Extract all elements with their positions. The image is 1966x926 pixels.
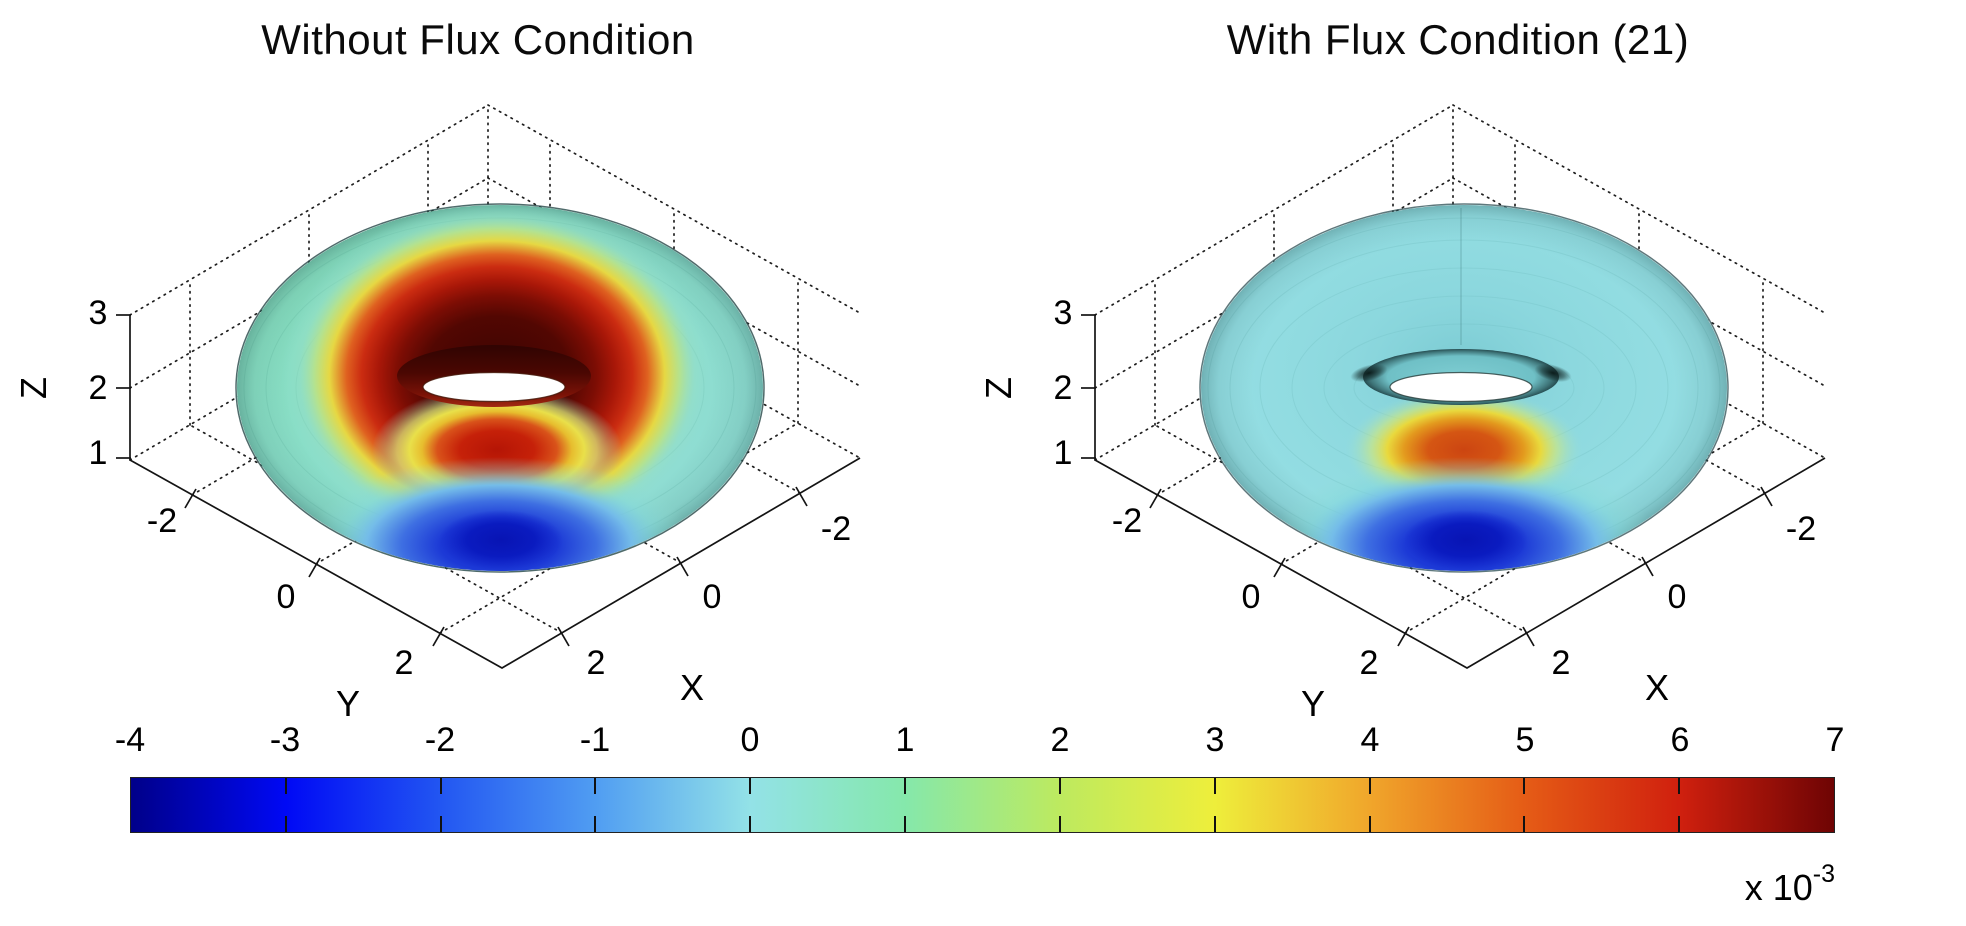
colorbar-tick-labels: -4 -3 -2 -1 0 1 2 3 4 5 6 7 (115, 718, 1845, 762)
torus-right (1201, 205, 1727, 571)
x-tick-label: 2 (1552, 644, 1571, 682)
z-tick-label: 2 (1054, 369, 1073, 407)
torus-right-hole-pinch-left (1350, 363, 1388, 383)
colorbar-label: -1 (579, 721, 611, 759)
colorbar-label: -4 (114, 721, 146, 759)
z-axis-label: Z (978, 377, 1019, 399)
colorbar-label: 4 (1360, 721, 1380, 759)
x-tick-label: -2 (1786, 510, 1816, 548)
colorbar-label: -2 (424, 721, 456, 759)
x-tick-label: 2 (587, 644, 606, 682)
colorbar-label: 0 (740, 721, 760, 759)
colorbar-label: 3 (1205, 721, 1225, 759)
z-tick-label: 3 (89, 294, 108, 332)
z-tick-label: 1 (89, 434, 108, 472)
colorbar-label: 6 (1670, 721, 1690, 759)
colorbar-label: 1 (895, 721, 915, 759)
z-tick-label: 2 (89, 369, 108, 407)
y-axis-label: Y (336, 683, 360, 724)
y-tick-label: -2 (147, 502, 177, 540)
torus-right-hole (1389, 371, 1533, 403)
colorbar-label: 2 (1050, 721, 1070, 759)
y-tick-label: 2 (395, 644, 414, 682)
colorbar (130, 777, 1835, 833)
torus-left-blue-core (439, 510, 563, 570)
y-tick-label: -2 (1112, 502, 1142, 540)
torus-right-blue-core (1404, 510, 1528, 570)
colorbar-label: 5 (1515, 721, 1535, 759)
plot-right: 3 2 1 Z -2 0 2 Y 2 0 -2 X (978, 104, 1826, 724)
z-tick-label: 1 (1054, 434, 1073, 472)
colorbar-exponent: -3 (1812, 860, 1835, 888)
y-tick-label: 2 (1360, 644, 1379, 682)
y-axis-label: Y (1301, 683, 1325, 724)
z-tick-label: 3 (1054, 294, 1073, 332)
x-tick-label: 0 (703, 578, 722, 616)
plot-title-left: Without Flux Condition (261, 16, 695, 63)
plot-left: 3 2 1 Z -2 0 2 Y 2 0 -2 X (13, 104, 861, 724)
torus-right-hole-pinch-right (1534, 363, 1572, 383)
torus-left (237, 205, 763, 571)
x-tick-label: -2 (821, 510, 851, 548)
torus-right-outline (1199, 203, 1729, 573)
y-tick-label: 0 (277, 578, 296, 616)
z-axis-label: Z (13, 377, 54, 399)
torus-left-hole (422, 371, 566, 403)
surface-plots-svg: 3 2 1 Z -2 0 2 Y 2 0 -2 X (13, 104, 1826, 724)
y-tick-label: 0 (1242, 578, 1261, 616)
x-axis-label: X (1645, 667, 1669, 708)
colorbar-multiplier: x 10 (1744, 867, 1813, 908)
colorbar-label: -3 (269, 721, 301, 759)
colorbar-label: 7 (1825, 721, 1845, 759)
x-axis-label: X (680, 667, 704, 708)
x-tick-label: 0 (1668, 578, 1687, 616)
colorbar-scale-note: x 10-3 (1585, 860, 1835, 909)
torus-left-outline (235, 203, 765, 573)
plot-title-right: With Flux Condition (21) (1226, 16, 1690, 63)
